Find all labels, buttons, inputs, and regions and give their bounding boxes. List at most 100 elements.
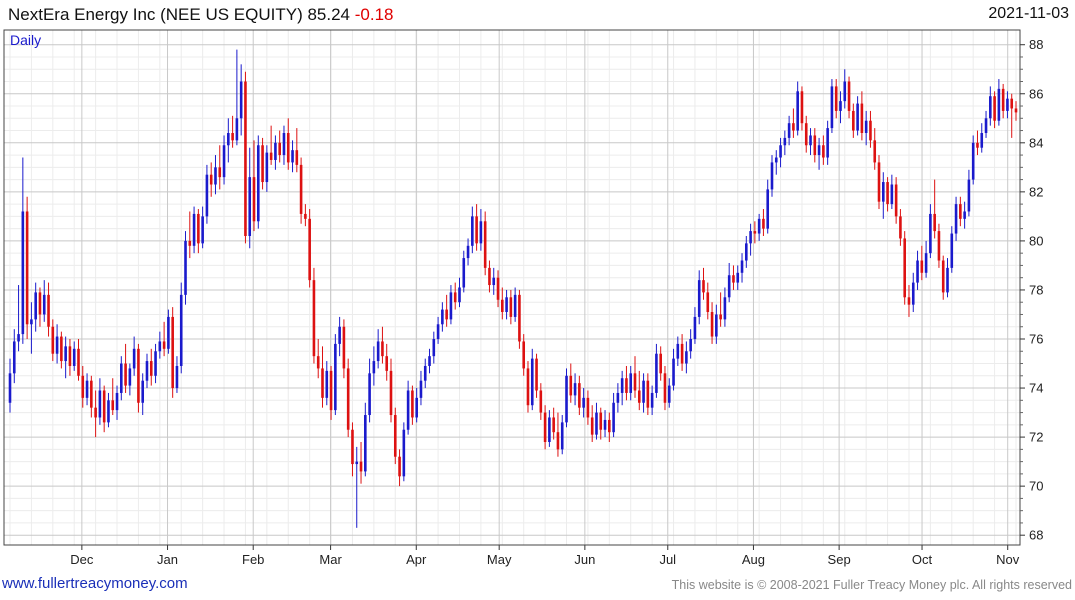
candle-body: [809, 135, 812, 146]
candle-body: [822, 145, 825, 158]
candle: [676, 336, 680, 366]
x-tick-label: Nov: [996, 552, 1020, 567]
candle: [663, 365, 667, 411]
candle-body: [475, 216, 478, 244]
x-tick-label: Feb: [242, 552, 264, 567]
candle: [522, 334, 526, 376]
candle: [881, 172, 885, 219]
candle: [102, 385, 106, 433]
candle-body: [25, 211, 29, 325]
candle: [843, 69, 847, 109]
y-tick-label: 84: [1029, 135, 1043, 150]
candle-body: [1010, 98, 1014, 109]
candle: [548, 410, 551, 447]
candle: [64, 336, 67, 379]
candle: [950, 226, 954, 273]
candle-body: [214, 167, 217, 185]
candle-body: [436, 324, 440, 339]
candle: [766, 179, 770, 234]
candle: [162, 321, 166, 357]
candle-body: [423, 365, 427, 381]
candle: [774, 150, 778, 175]
candle-body: [766, 189, 770, 229]
candle: [94, 390, 97, 438]
candle-body: [55, 336, 59, 354]
candle: [325, 361, 329, 406]
candle-body: [17, 334, 20, 342]
axes: Dec Jan Feb Mar Apr May Jun Jul Aug Sep Oct Nov 68 70…: [3, 29, 1043, 567]
candle-body: [12, 341, 16, 374]
candle: [291, 140, 294, 173]
candle-body: [462, 258, 466, 288]
candle-body: [90, 380, 93, 408]
candle-body: [796, 91, 799, 131]
candle: [1014, 101, 1018, 121]
candle-body: [1014, 108, 1018, 113]
price-change: -0.18: [354, 5, 394, 24]
y-tick-label: 76: [1029, 332, 1043, 347]
candle-body: [719, 314, 722, 320]
chart-date: 2021-11-03: [988, 5, 1069, 22]
candle: [933, 179, 936, 239]
candle: [770, 155, 774, 197]
x-tick-label: Jan: [157, 552, 178, 567]
candle: [492, 267, 496, 295]
candle-body: [894, 184, 898, 217]
candle: [505, 289, 508, 320]
candle-body: [543, 412, 547, 442]
candle-body: [329, 370, 333, 411]
candle-body: [466, 245, 470, 259]
candle: [959, 196, 962, 227]
candle: [762, 209, 765, 236]
candle: [603, 410, 607, 438]
candle: [154, 343, 157, 384]
candle-body: [984, 118, 988, 133]
y-tick-label: 88: [1029, 37, 1043, 52]
candle-body: [274, 142, 277, 160]
candle-body: [402, 429, 406, 477]
candle-body: [338, 326, 341, 344]
candle-body: [693, 316, 697, 339]
candle-body: [64, 346, 67, 362]
candle-body: [321, 368, 324, 398]
candle: [937, 223, 941, 268]
candle: [436, 316, 440, 344]
candle-body: [959, 204, 962, 219]
candle-body: [209, 174, 213, 185]
candle-body: [886, 182, 889, 205]
candle: [269, 125, 273, 165]
candle: [556, 412, 560, 457]
candle-body: [411, 390, 414, 418]
candle-body: [505, 297, 508, 313]
candle: [295, 128, 299, 173]
candle: [475, 204, 478, 251]
candle: [633, 356, 637, 398]
candle-body: [137, 348, 140, 403]
candle-body: [753, 231, 757, 234]
candle-body: [997, 88, 1001, 121]
candle: [612, 392, 615, 438]
candle: [873, 128, 877, 170]
footer-site-link[interactable]: www.fullertreacymoney.com: [2, 575, 188, 592]
candle: [894, 177, 898, 224]
candle: [338, 316, 341, 357]
candle-body: [304, 213, 307, 219]
candle: [175, 356, 179, 393]
candle: [586, 390, 590, 425]
candle-body: [282, 133, 286, 156]
candle: [530, 348, 534, 411]
candle: [830, 79, 834, 133]
candle: [423, 358, 427, 389]
candle-body: [762, 218, 765, 229]
candle-body: [256, 145, 260, 222]
candle: [128, 363, 132, 396]
candle: [192, 206, 196, 254]
candle-body: [907, 297, 911, 305]
x-tick-label: Jul: [659, 552, 676, 567]
y-tick-label: 86: [1029, 86, 1043, 101]
candle: [916, 250, 919, 290]
candle-body: [30, 319, 33, 325]
candle-body: [963, 211, 966, 219]
candle: [500, 287, 504, 320]
candle-body: [184, 240, 187, 295]
